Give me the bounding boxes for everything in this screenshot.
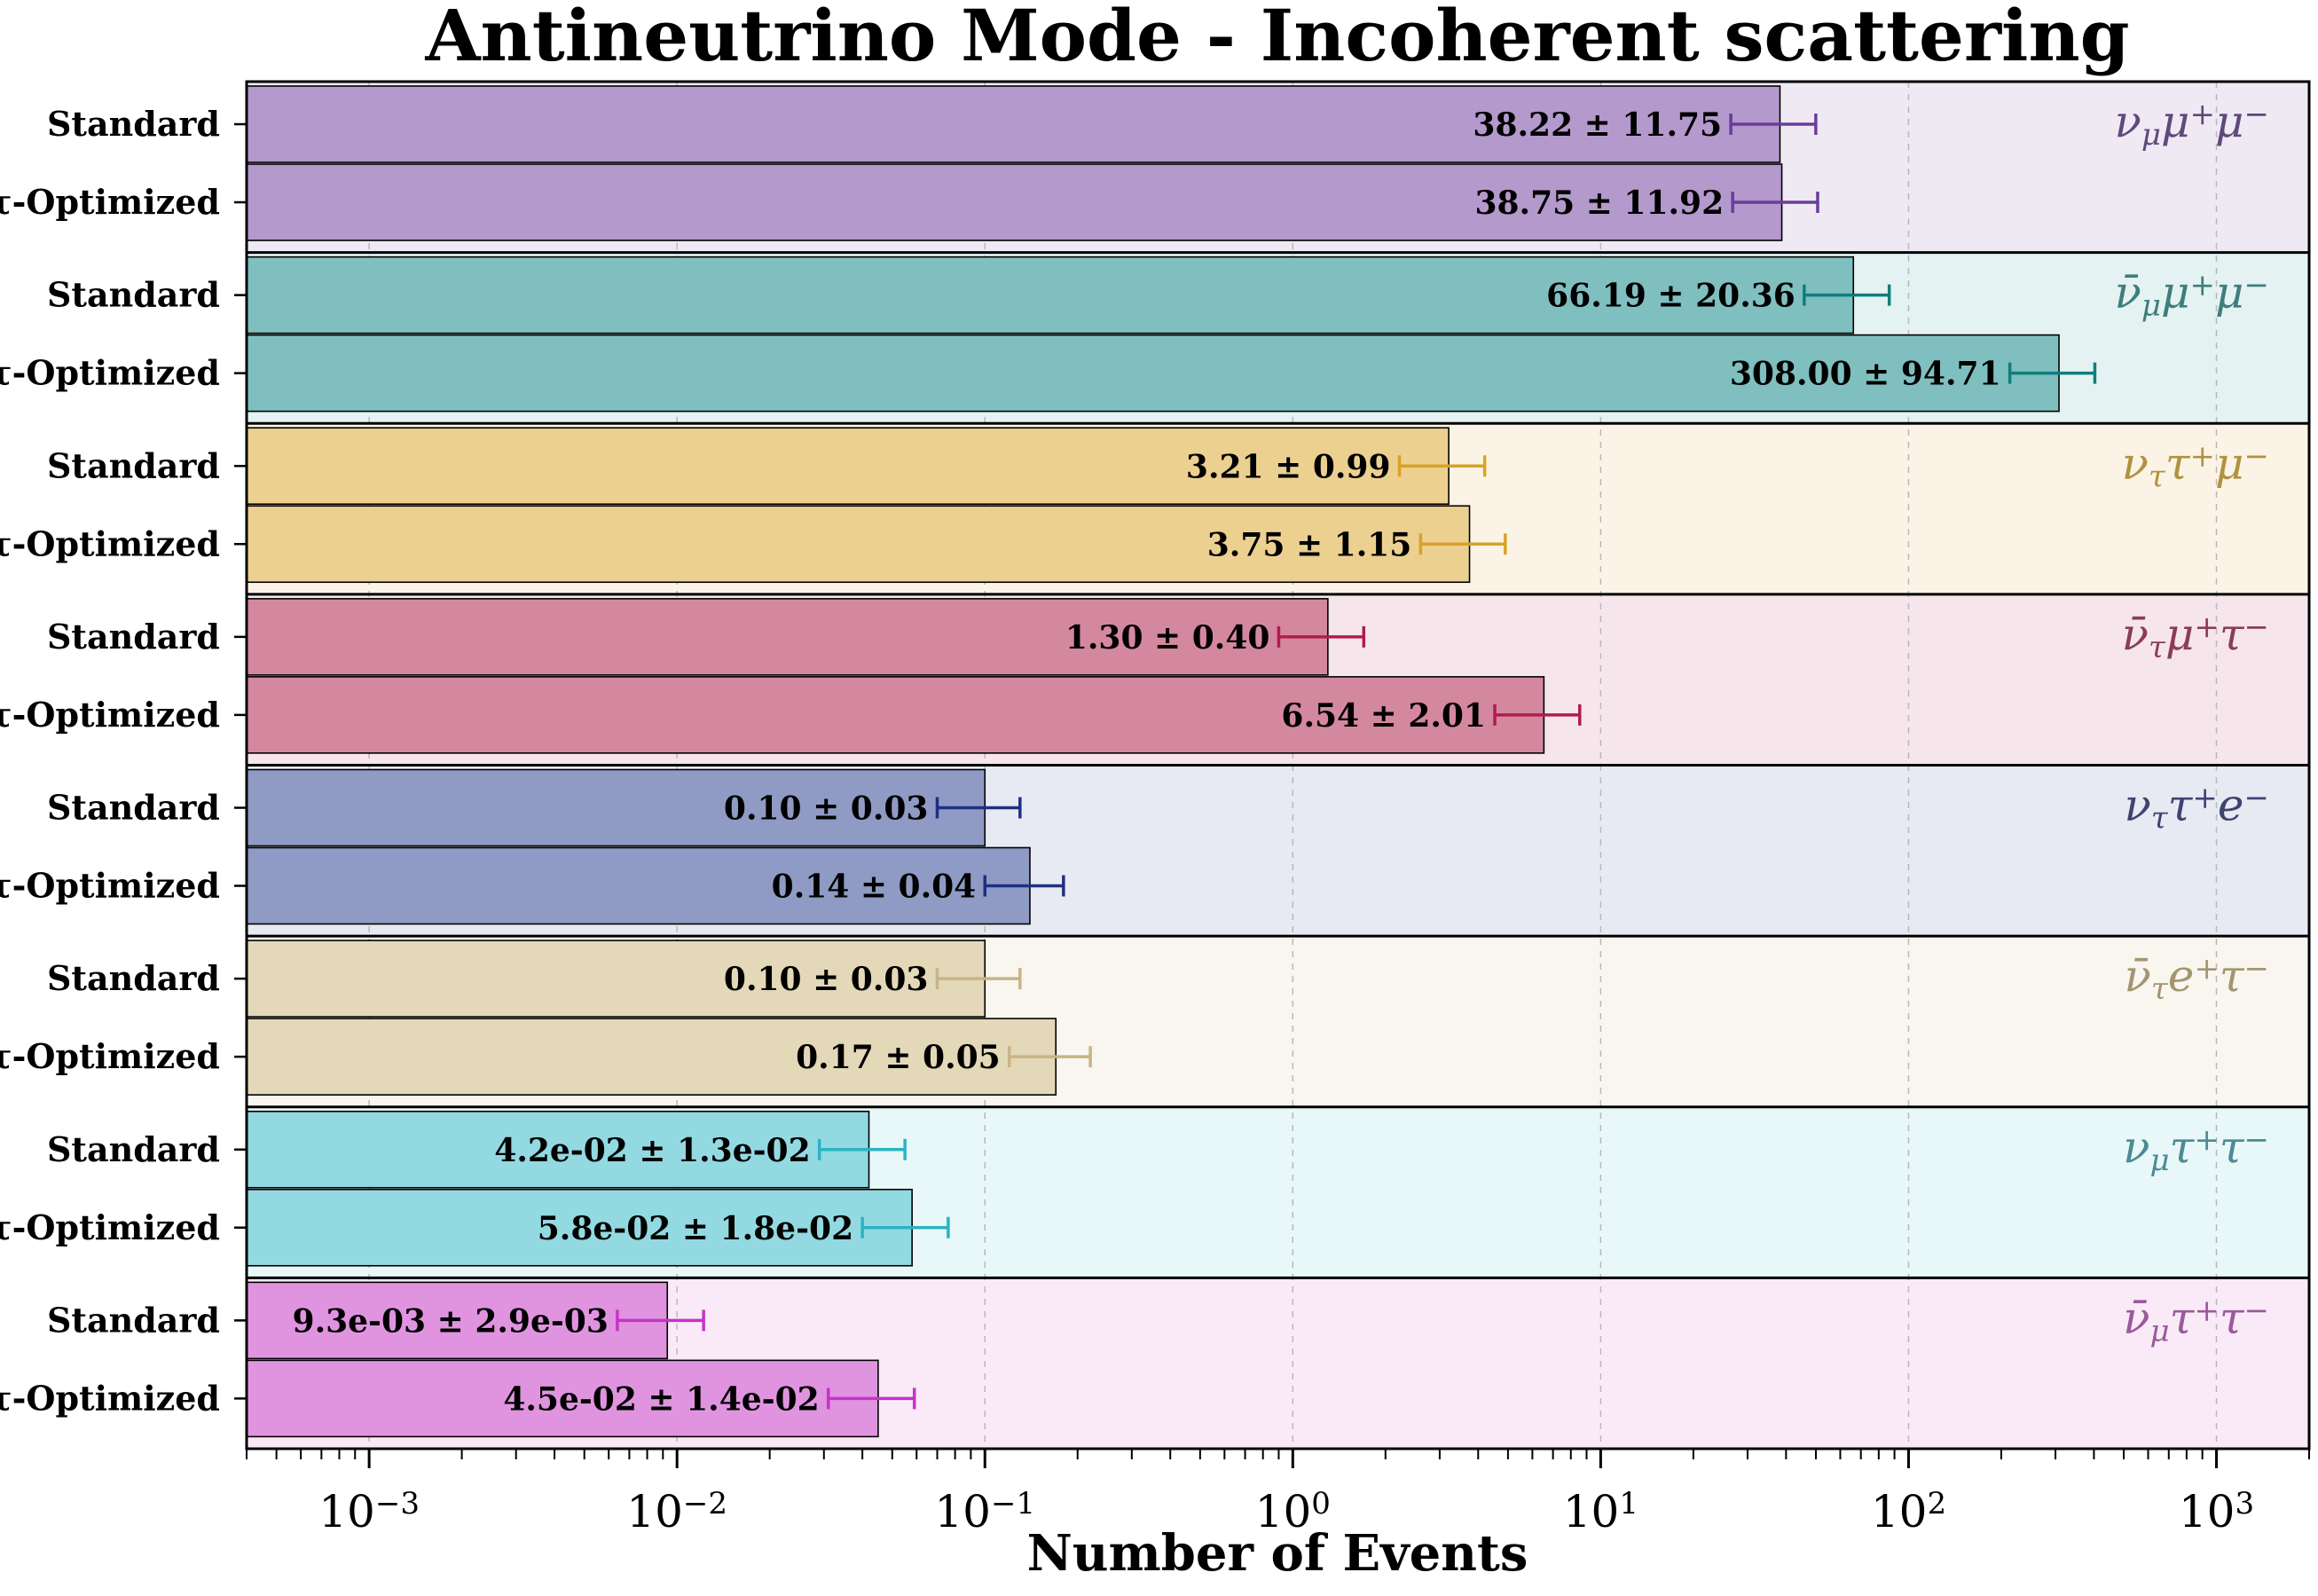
channel-label: νμτ+τ− bbox=[2123, 1121, 2269, 1178]
data-label: 308.00 ± 94.71 bbox=[1730, 356, 2001, 393]
error-bar bbox=[935, 968, 1022, 990]
bar bbox=[246, 846, 1031, 925]
data-label: 0.17 ± 0.05 bbox=[796, 1039, 1001, 1076]
error-bar bbox=[826, 1388, 916, 1410]
bar bbox=[246, 1281, 669, 1360]
bar bbox=[246, 256, 1855, 334]
row-label: Standard bbox=[47, 1300, 220, 1340]
data-label: 0.10 ± 0.03 bbox=[724, 790, 929, 828]
error-bar bbox=[1731, 192, 1819, 213]
channel-label: νττ+μ− bbox=[2122, 437, 2269, 494]
bar bbox=[246, 1110, 870, 1189]
row-label: Standard bbox=[47, 958, 220, 998]
error-bar bbox=[1418, 533, 1507, 555]
data-label: 4.2e-02 ± 1.3e-02 bbox=[494, 1132, 810, 1169]
data-label: 0.10 ± 0.03 bbox=[724, 961, 929, 998]
error-bar bbox=[1803, 284, 1891, 306]
error-bar bbox=[616, 1309, 705, 1332]
row-label: τ-Optimized bbox=[0, 866, 220, 906]
data-label: 3.21 ± 0.99 bbox=[1186, 448, 1391, 485]
bar bbox=[246, 940, 986, 1018]
row-label: Standard bbox=[47, 445, 220, 485]
row-label: Standard bbox=[47, 788, 220, 828]
bar bbox=[246, 598, 1329, 676]
row-label: τ-Optimized bbox=[0, 523, 220, 563]
error-bar bbox=[1277, 625, 1366, 648]
x-tick-label-7: 103 bbox=[2179, 1486, 2254, 1537]
row-label: τ-Optimized bbox=[0, 1207, 220, 1247]
data-label: 5.8e-02 ± 1.8e-02 bbox=[538, 1210, 853, 1247]
row-label: τ-Optimized bbox=[0, 1036, 220, 1076]
bar bbox=[246, 163, 1783, 241]
channel-label: ν̄τμ+τ− bbox=[2122, 609, 2269, 665]
bar bbox=[246, 1188, 913, 1267]
x-tick-label-4: 100 bbox=[1255, 1486, 1331, 1537]
group-7: 4.2e-02 ± 1.3e-02 Standard 5.8e-02 ± 1.8e-… bbox=[0, 1110, 2269, 1267]
data-label: 38.22 ± 11.75 bbox=[1473, 106, 1722, 144]
error-bar bbox=[983, 875, 1065, 897]
data-label: 38.75 ± 11.92 bbox=[1474, 185, 1724, 222]
row-label: Standard bbox=[47, 275, 220, 315]
row-label: τ-Optimized bbox=[0, 1378, 220, 1418]
bar bbox=[246, 676, 1545, 754]
data-label: 66.19 ± 20.36 bbox=[1546, 278, 1795, 315]
channel-label: ν̄μτ+τ− bbox=[2123, 1292, 2269, 1348]
x-tick-label-5: 101 bbox=[1563, 1486, 1638, 1537]
data-label: 4.5e-02 ± 1.4e-02 bbox=[503, 1380, 819, 1418]
channel-label: νμμ+μ− bbox=[2114, 96, 2269, 153]
error-bar bbox=[817, 1138, 907, 1160]
row-label: Standard bbox=[47, 617, 220, 656]
row-label: τ-Optimized bbox=[0, 353, 220, 393]
group-8: 9.3e-03 ± 2.9e-03 Standard 4.5e-02 ± 1.4e-… bbox=[0, 1281, 2269, 1438]
plot-area: 38.22 ± 11.75 Standard 38.75 ± 11.92 τ-Opti… bbox=[0, 80, 2311, 1537]
error-bar bbox=[2008, 362, 2097, 384]
x-axis-label: Number of Events bbox=[1027, 1524, 1528, 1583]
group-4: 1.30 ± 0.40 Standard 6.54 ± 2.01 τ-Optimize… bbox=[0, 598, 2269, 754]
group-5: 0.10 ± 0.03 Standard 0.14 ± 0.04 τ-Optimize… bbox=[0, 768, 2269, 925]
error-bar bbox=[935, 797, 1022, 819]
data-label: 0.14 ± 0.04 bbox=[772, 869, 977, 906]
x-tick-label-3: 10−1 bbox=[934, 1486, 1035, 1537]
row-label: τ-Optimized bbox=[0, 182, 220, 222]
data-label: 9.3e-03 ± 2.9e-03 bbox=[293, 1302, 609, 1340]
error-bar bbox=[1729, 114, 1818, 135]
channel-label: ν̄τe+τ− bbox=[2125, 950, 2269, 1007]
x-tick-label-1: 10−3 bbox=[318, 1486, 420, 1537]
row-label: Standard bbox=[47, 1129, 220, 1169]
error-bar bbox=[860, 1216, 950, 1238]
row-label: Standard bbox=[47, 104, 220, 144]
row-label: τ-Optimized bbox=[0, 695, 220, 735]
x-tick-label-2: 10−2 bbox=[626, 1486, 727, 1537]
data-label: 3.75 ± 1.15 bbox=[1207, 526, 1412, 563]
group-2: 66.19 ± 20.36 Standard 308.00 ± 94.71 τ-Opt… bbox=[0, 256, 2269, 413]
bar bbox=[246, 768, 986, 847]
bar bbox=[246, 1018, 1057, 1096]
channel-label: νττ+e− bbox=[2125, 780, 2269, 837]
data-label: 6.54 ± 2.01 bbox=[1281, 697, 1486, 735]
channel-label: ν̄μμ+μ− bbox=[2114, 267, 2269, 324]
x-tick-label-6: 102 bbox=[1871, 1486, 1946, 1537]
bar bbox=[246, 85, 1781, 163]
error-bar bbox=[1007, 1046, 1092, 1068]
data-label: 1.30 ± 0.40 bbox=[1065, 619, 1270, 656]
group-6: 0.10 ± 0.03 Standard 0.17 ± 0.05 τ-Optimize… bbox=[0, 940, 2269, 1096]
bar bbox=[246, 334, 2060, 413]
error-bar bbox=[1397, 455, 1487, 477]
group-1: 38.22 ± 11.75 Standard 38.75 ± 11.92 τ-Opti… bbox=[0, 85, 2269, 241]
error-bar bbox=[1493, 704, 1582, 726]
chart-title: Antineutrino Mode - Incoherent scatterin… bbox=[424, 0, 2129, 77]
